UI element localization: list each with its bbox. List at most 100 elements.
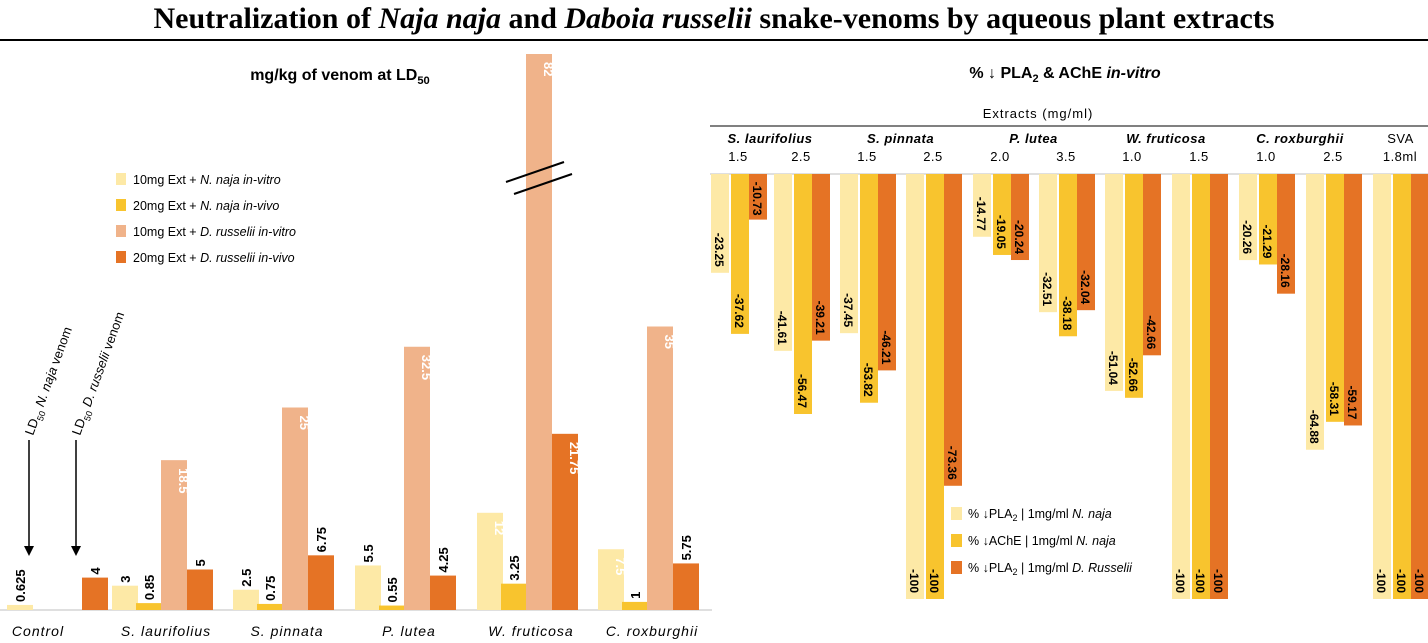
pla2-value-label: -32.51 bbox=[1040, 272, 1054, 306]
title-middle: and bbox=[501, 2, 565, 35]
pla2-value-label: -100 bbox=[1193, 569, 1207, 593]
ld50-category-label: C. roxburghii bbox=[606, 623, 698, 639]
pla2-bar bbox=[1143, 174, 1161, 356]
extract-dose-label: 2.5 bbox=[791, 149, 811, 164]
ld50-value-label: 4.25 bbox=[436, 547, 451, 572]
pla2-bar bbox=[1172, 174, 1190, 599]
pla2-legend-label: % ↓PLA2 | 1mg/ml D. Russelii bbox=[968, 561, 1133, 577]
pla2-value-label: -38.18 bbox=[1060, 296, 1074, 330]
ld50-value-label: 6.75 bbox=[314, 527, 329, 552]
axis-break-mark bbox=[513, 173, 573, 195]
ld50-legend-swatch bbox=[116, 225, 126, 237]
extract-dose-label: 1.0 bbox=[1122, 149, 1142, 164]
pla2-value-label: -100 bbox=[1211, 569, 1225, 593]
extract-dose-label: 1.5 bbox=[857, 149, 877, 164]
extract-group-label: W. fruticosa bbox=[1126, 131, 1205, 146]
extract-group-label: S. pinnata bbox=[867, 131, 934, 146]
ld50-value-label: 21.75 bbox=[567, 442, 582, 475]
pla2-value-label: -64.88 bbox=[1307, 410, 1321, 444]
pla2-bar bbox=[794, 174, 812, 414]
pla2-value-label: -100 bbox=[907, 569, 921, 593]
title-suffix: snake-venoms by aqueous plant extracts bbox=[751, 2, 1275, 35]
pla2-bar bbox=[749, 174, 767, 220]
title-divider bbox=[0, 39, 1428, 41]
pla2-value-label: -20.26 bbox=[1240, 220, 1254, 254]
pla2-bar bbox=[1105, 174, 1123, 391]
extract-dose-label: 1.5 bbox=[728, 149, 748, 164]
title-prefix: Neutralization of bbox=[153, 2, 379, 35]
pla2-value-label: -46.21 bbox=[879, 330, 893, 364]
pla2-value-label: -52.66 bbox=[1126, 358, 1140, 392]
pla2-value-label: -28.16 bbox=[1278, 254, 1292, 288]
ld50-category-label: S. laurifolius bbox=[121, 623, 211, 639]
pla2-bar bbox=[1239, 174, 1257, 261]
pla2-bar bbox=[1344, 174, 1362, 426]
title-species-1: Naja naja bbox=[378, 2, 502, 35]
ld50-category-label: P. lutea bbox=[382, 623, 436, 639]
ld50-value-label: 0.55 bbox=[385, 577, 400, 602]
pla2-bar bbox=[1306, 174, 1324, 450]
pla2-bar bbox=[1210, 174, 1228, 599]
pla2-bar bbox=[812, 174, 830, 341]
pla2-legend-label: % ↓PLA2 | 1mg/ml N. naja bbox=[968, 507, 1112, 523]
ld50-bar bbox=[112, 585, 138, 610]
ld50-value-label: 32.5 bbox=[419, 355, 434, 380]
pla2-bar bbox=[1393, 174, 1411, 599]
ld50-value-label: 5.75 bbox=[679, 535, 694, 560]
ld50-value-label: 4 bbox=[88, 567, 103, 575]
pla2-value-label: -39.21 bbox=[813, 301, 827, 335]
pla2-bar bbox=[1373, 174, 1391, 599]
pla2-value-label: -100 bbox=[927, 569, 941, 593]
pla2-value-label: -100 bbox=[1394, 569, 1408, 593]
extract-dose-label: 2.5 bbox=[923, 149, 943, 164]
pla2-bar bbox=[774, 174, 792, 351]
ld50-bar bbox=[308, 555, 334, 610]
extracts-axis-title: Extracts (mg/ml) bbox=[983, 106, 1094, 121]
ld50-bar bbox=[622, 601, 648, 610]
ld50-legend-swatch bbox=[116, 173, 126, 185]
extract-group-label: SVA bbox=[1387, 131, 1414, 146]
ld50-value-label: 3.25 bbox=[507, 555, 522, 580]
ld50-annotation-label: LD50 D. russelii venom bbox=[69, 310, 130, 438]
pla2-bar bbox=[1125, 174, 1143, 398]
extract-dose-label: 2.5 bbox=[1323, 149, 1343, 164]
pla2-legend-label: % ↓AChE | 1mg/ml N. naja bbox=[968, 534, 1116, 548]
ld50-bar bbox=[136, 603, 162, 610]
ld50-bar bbox=[526, 54, 552, 610]
ld50-bar bbox=[257, 603, 283, 610]
ld50-bar bbox=[647, 326, 673, 610]
pla2-value-label: -23.25 bbox=[712, 233, 726, 267]
extract-group-label: P. lutea bbox=[1009, 131, 1058, 146]
pla2-value-label: -42.66 bbox=[1144, 315, 1158, 349]
ld50-value-label: 7.5 bbox=[613, 557, 628, 575]
pla2-value-label: -51.04 bbox=[1106, 351, 1120, 385]
ld50-chart-title: mg/kg of venom at LD50 bbox=[250, 67, 430, 87]
pla2-value-label: -10.73 bbox=[750, 182, 764, 216]
pla2-bar bbox=[1077, 174, 1095, 311]
pla2-bar bbox=[1277, 174, 1295, 294]
pla2-value-label: -21.29 bbox=[1260, 224, 1274, 258]
pla2-value-label: -100 bbox=[1374, 569, 1388, 593]
ld50-bar bbox=[355, 565, 381, 610]
pla2-value-label: -56.47 bbox=[795, 374, 809, 408]
pla2-bar bbox=[860, 174, 878, 403]
pla2-bar bbox=[926, 174, 944, 599]
ld50-legend-label: 20mg Ext + N. naja in-vivo bbox=[133, 199, 279, 213]
ld50-bar bbox=[501, 583, 527, 610]
extract-dose-label: 1.5 bbox=[1189, 149, 1209, 164]
ld50-value-label: 18.5 bbox=[176, 468, 191, 493]
pla2-legend-swatch bbox=[951, 534, 962, 547]
ld50-legend-label: 10mg Ext + D. russelii in-vitro bbox=[133, 225, 296, 239]
ld50-value-label: 0.85 bbox=[142, 575, 157, 600]
title-species-2: Daboia russelii bbox=[564, 2, 752, 35]
ld50-value-label: 5 bbox=[193, 559, 208, 566]
ld50-bar bbox=[673, 563, 699, 610]
pla2-value-label: -100 bbox=[1412, 569, 1426, 593]
extract-dose-label: 2.0 bbox=[990, 149, 1010, 164]
ld50-bar bbox=[233, 589, 259, 610]
ld50-value-label: 1 bbox=[628, 592, 643, 599]
extract-group-label: C. roxburghii bbox=[1256, 131, 1343, 146]
pla2-bar bbox=[731, 174, 749, 334]
ld50-bar bbox=[82, 577, 108, 610]
